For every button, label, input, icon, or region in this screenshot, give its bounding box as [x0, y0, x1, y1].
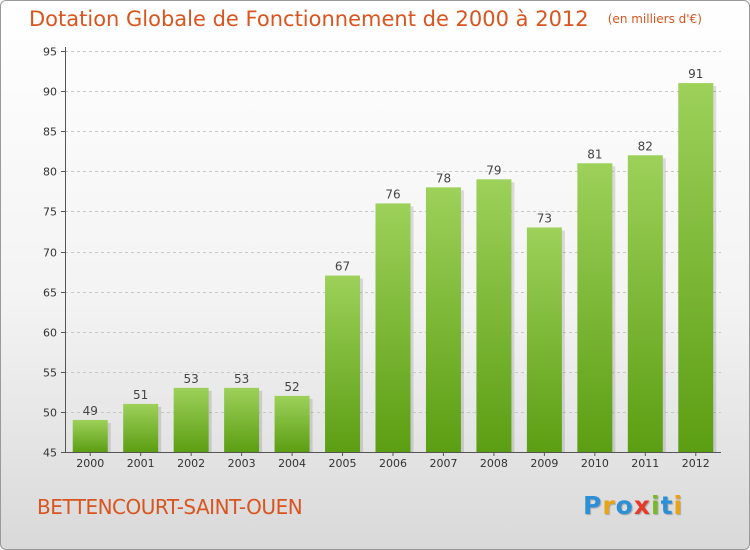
bar-value-label: 53 — [234, 372, 249, 386]
y-tick-label: 50 — [43, 407, 57, 420]
bar — [476, 179, 512, 452]
commune-name: BETTENCOURT-SAINT-OUEN — [37, 495, 303, 519]
bar-value-label: 76 — [385, 187, 400, 201]
bar-value-label: 52 — [284, 380, 299, 394]
logo-letter: i — [651, 491, 661, 520]
logo-letter: o — [615, 491, 634, 520]
bar — [224, 387, 260, 452]
chart-unit-note: (en milliers d'€) — [607, 12, 702, 26]
y-tick-label: 45 — [43, 447, 57, 460]
bar — [123, 403, 159, 452]
logo-letter: r — [602, 491, 616, 520]
bar — [627, 155, 663, 452]
x-tick-label: 2002 — [177, 457, 205, 470]
bar-value-label: 67 — [335, 260, 350, 274]
x-tick-label: 2001 — [127, 457, 155, 470]
title-row: Dotation Globale de Fonctionnement de 20… — [29, 7, 702, 31]
bar — [678, 83, 714, 452]
bar-value-label: 49 — [83, 404, 98, 418]
bar — [274, 395, 310, 452]
chart-title: Dotation Globale de Fonctionnement de 20… — [29, 7, 589, 31]
y-tick-label: 55 — [43, 367, 57, 380]
y-tick-label: 95 — [43, 46, 57, 59]
bars: 49 51 53 53 52 67 76 78 79 73 81 82 91 — [72, 67, 717, 452]
x-tick-label: 2009 — [530, 457, 558, 470]
y-tick-label: 75 — [43, 206, 57, 219]
x-tick-label: 2003 — [228, 457, 256, 470]
logo-letter: P — [583, 491, 603, 520]
axes: 45 50 55 60 65 70 75 80 85 90 95 2000 2001 2002 2003 20… — [43, 46, 721, 470]
x-tick-label: 2007 — [429, 457, 457, 470]
x-tick-label: 2000 — [76, 457, 104, 470]
logo-letter: t — [660, 491, 674, 520]
x-tick-label: 2008 — [480, 457, 508, 470]
bar — [375, 203, 411, 452]
bar — [577, 163, 613, 452]
bar — [425, 187, 461, 452]
x-tick-label: 2004 — [278, 457, 306, 470]
bar-value-label: 73 — [537, 211, 552, 225]
proxiti-logo: Proxiti — [583, 491, 683, 520]
logo-letter: i — [673, 491, 684, 520]
y-tick-label: 65 — [43, 287, 57, 300]
y-tick-label: 60 — [43, 327, 57, 340]
x-tick-label: 2006 — [379, 457, 407, 470]
bar — [325, 275, 361, 452]
logo-letter: x — [633, 491, 651, 520]
bar — [526, 227, 562, 452]
bar-value-label: 53 — [184, 372, 199, 386]
x-tick-label: 2010 — [581, 457, 609, 470]
bar-value-label: 82 — [638, 139, 653, 153]
y-tick-label: 85 — [43, 126, 57, 139]
bar-value-label: 51 — [133, 388, 148, 402]
bar-value-label: 79 — [486, 163, 501, 177]
y-tick-label: 70 — [43, 247, 57, 260]
bar — [173, 387, 209, 452]
bar — [72, 419, 108, 452]
x-tick-label: 2005 — [329, 457, 357, 470]
bar-value-label: 91 — [688, 67, 703, 81]
y-tick-label: 80 — [43, 166, 57, 179]
x-tick-label: 2011 — [631, 457, 659, 470]
x-tick-label: 2012 — [682, 457, 710, 470]
bar-value-label: 81 — [587, 147, 602, 161]
y-tick-label: 90 — [43, 86, 57, 99]
bar-value-label: 78 — [436, 171, 451, 185]
